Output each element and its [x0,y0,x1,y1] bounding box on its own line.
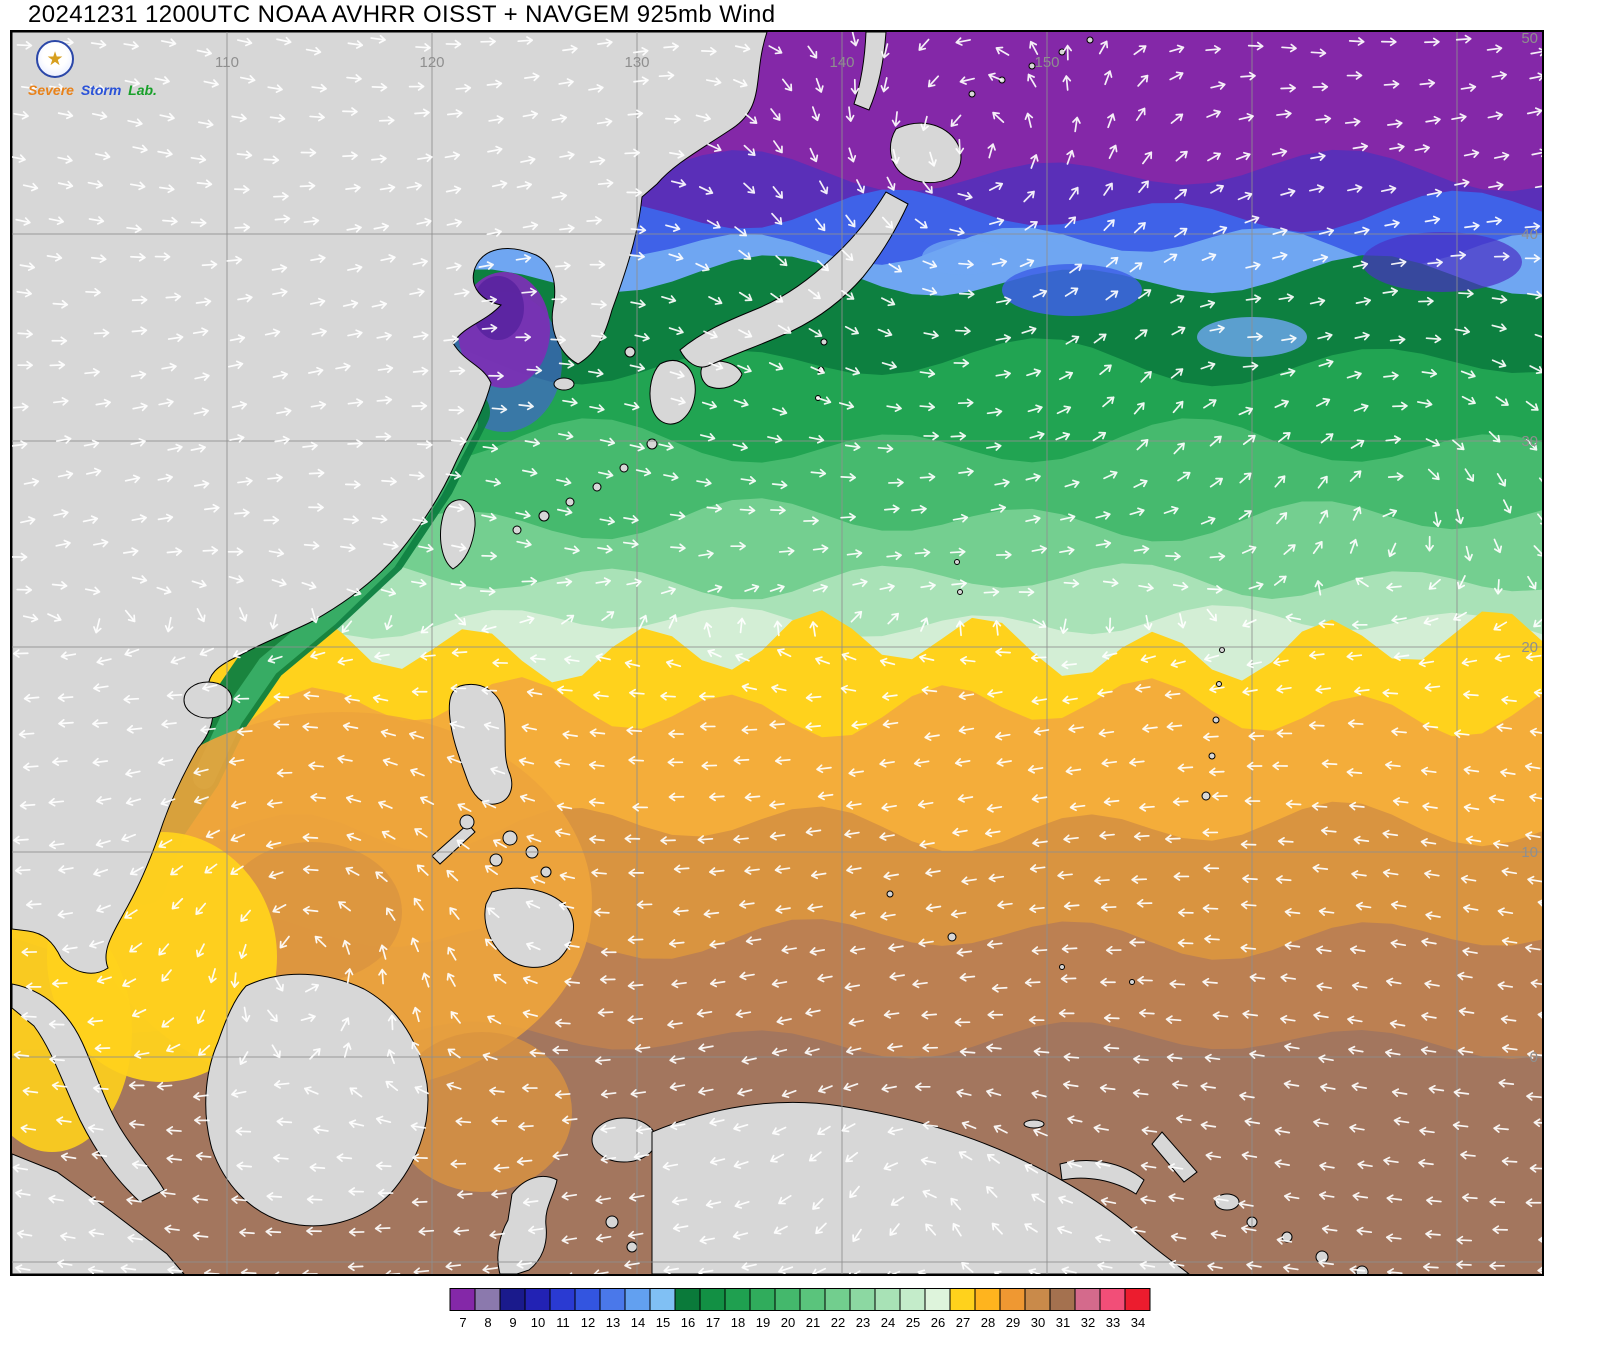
land-visayas [503,831,517,845]
land-carolines [1130,980,1135,985]
land-yap [887,891,893,897]
colorbar-cell-25 [901,1289,926,1310]
colorbar-tick-33: 33 [1101,1315,1126,1330]
colorbar-cell-18 [726,1289,751,1310]
colorbar-tick-25: 25 [901,1315,926,1330]
colorbar-cell-21 [801,1289,826,1310]
sst-colorbar-legend: 7 8 9 10 11 12 13 14 15 16 17 18 19 20 21 22 23 24 25 26 27 2… [450,1288,1151,1330]
land-moluccas [627,1242,637,1252]
colorbar-cell-14 [626,1289,651,1310]
storm-lab-badge-icon: ★ [36,40,74,78]
colorbar-tick-7: 7 [451,1315,476,1330]
colorbar-tick-13: 13 [601,1315,626,1330]
colorbar-cell-23 [851,1289,876,1310]
colorbar-tick-24: 24 [876,1315,901,1330]
colorbar-tick-labels: 7 8 9 10 11 12 13 14 15 16 17 18 19 20 21 22 23 24 25 26 27 2… [451,1315,1151,1330]
land-ryukyu [513,526,521,534]
storm-lab-logo-text: Severe Storm Lab. [28,82,168,98]
colorbar-cell-16 [676,1289,701,1310]
colorbar-tick-15: 15 [651,1315,676,1330]
land-mindoro [460,815,474,829]
colorbar-tick-34: 34 [1126,1315,1151,1330]
land-kuril [1087,37,1093,43]
weather-map-page: 20241231 1200UTC NOAA AVHRR OISST + NAVG… [0,0,1600,1360]
colorbar-cell-30 [1026,1289,1051,1310]
colorbar-tick-14: 14 [626,1315,651,1330]
colorbar-tick-22: 22 [826,1315,851,1330]
colorbar-tick-12: 12 [576,1315,601,1330]
colorbar-tick-26: 26 [926,1315,951,1330]
colorbar-tick-28: 28 [976,1315,1001,1330]
colorbar-cell-11 [551,1289,576,1310]
colorbar-tick-30: 30 [1026,1315,1051,1330]
logo-word-severe: Severe [28,82,74,98]
colorbar-cell-19 [751,1289,776,1310]
colorbar-cell-29 [1001,1289,1026,1310]
colorbar-cell-27 [951,1289,976,1310]
land-ryukyu [539,511,549,521]
colorbar-tick-16: 16 [676,1315,701,1330]
colorbar-cell-9 [501,1289,526,1310]
colorbar-cell-31 [1051,1289,1076,1310]
land-jeju [554,378,574,390]
colorbar-tick-31: 31 [1051,1315,1076,1330]
colorbar-tick-32: 32 [1076,1315,1101,1330]
colorbar-tick-19: 19 [751,1315,776,1330]
land-tsushima [625,347,635,357]
land-ogasawara [958,590,963,595]
land-visayas [541,867,551,877]
colorbar-cell-22 [826,1289,851,1310]
land-moluccas [606,1216,618,1228]
colorbar-tick-29: 29 [1001,1315,1026,1330]
land-marianas [1213,717,1219,723]
storm-lab-logo: ★ Severe Storm Lab. [28,40,168,98]
colorbar-tick-9: 9 [501,1315,526,1330]
logo-word-lab: Lab. [128,82,157,98]
sst-wind-map: ★ Severe Storm Lab. 110 120 130 140 150 50 40 3… [10,30,1544,1276]
land-kuril [1029,63,1035,69]
colorbar-tick-10: 10 [526,1315,551,1330]
logo-word-storm: Storm [81,82,121,98]
land-ogasawara [955,560,960,565]
colorbar-cells [450,1288,1151,1311]
land-ryukyu [566,498,574,506]
colorbar-tick-21: 21 [801,1315,826,1330]
land-palau [948,933,956,941]
colorbar-cell-17 [701,1289,726,1310]
colorbar-tick-8: 8 [476,1315,501,1330]
land-carolines [1060,965,1065,970]
colorbar-cell-15 [651,1289,676,1310]
land-marianas [1220,648,1225,653]
colorbar-cell-33 [1101,1289,1126,1310]
colorbar-cell-13 [601,1289,626,1310]
land-visayas [490,854,502,866]
colorbar-cell-10 [526,1289,551,1310]
colorbar-cell-8 [476,1289,501,1310]
colorbar-tick-18: 18 [726,1315,751,1330]
land-guam [1202,792,1210,800]
land-ryukyu [593,483,601,491]
colorbar-tick-20: 20 [776,1315,801,1330]
land-ryukyu [620,464,628,472]
land-marianas [1217,682,1222,687]
page-title: 20241231 1200UTC NOAA AVHRR OISST + NAVG… [28,1,776,29]
colorbar-tick-11: 11 [551,1315,576,1330]
land-admiralty [1024,1120,1044,1128]
colorbar-cell-12 [576,1289,601,1310]
colorbar-cell-7 [451,1289,476,1310]
colorbar-cell-32 [1076,1289,1101,1310]
colorbar-tick-17: 17 [701,1315,726,1330]
colorbar-cell-26 [926,1289,951,1310]
colorbar-cell-28 [976,1289,1001,1310]
land-izu-islands [821,339,827,345]
map-canvas [12,32,1542,1274]
colorbar-cell-34 [1126,1289,1150,1310]
colorbar-tick-27: 27 [951,1315,976,1330]
colorbar-cell-20 [776,1289,801,1310]
land-marianas [1209,753,1215,759]
land-kuril [969,91,975,97]
colorbar-tick-23: 23 [851,1315,876,1330]
colorbar-cell-24 [876,1289,901,1310]
